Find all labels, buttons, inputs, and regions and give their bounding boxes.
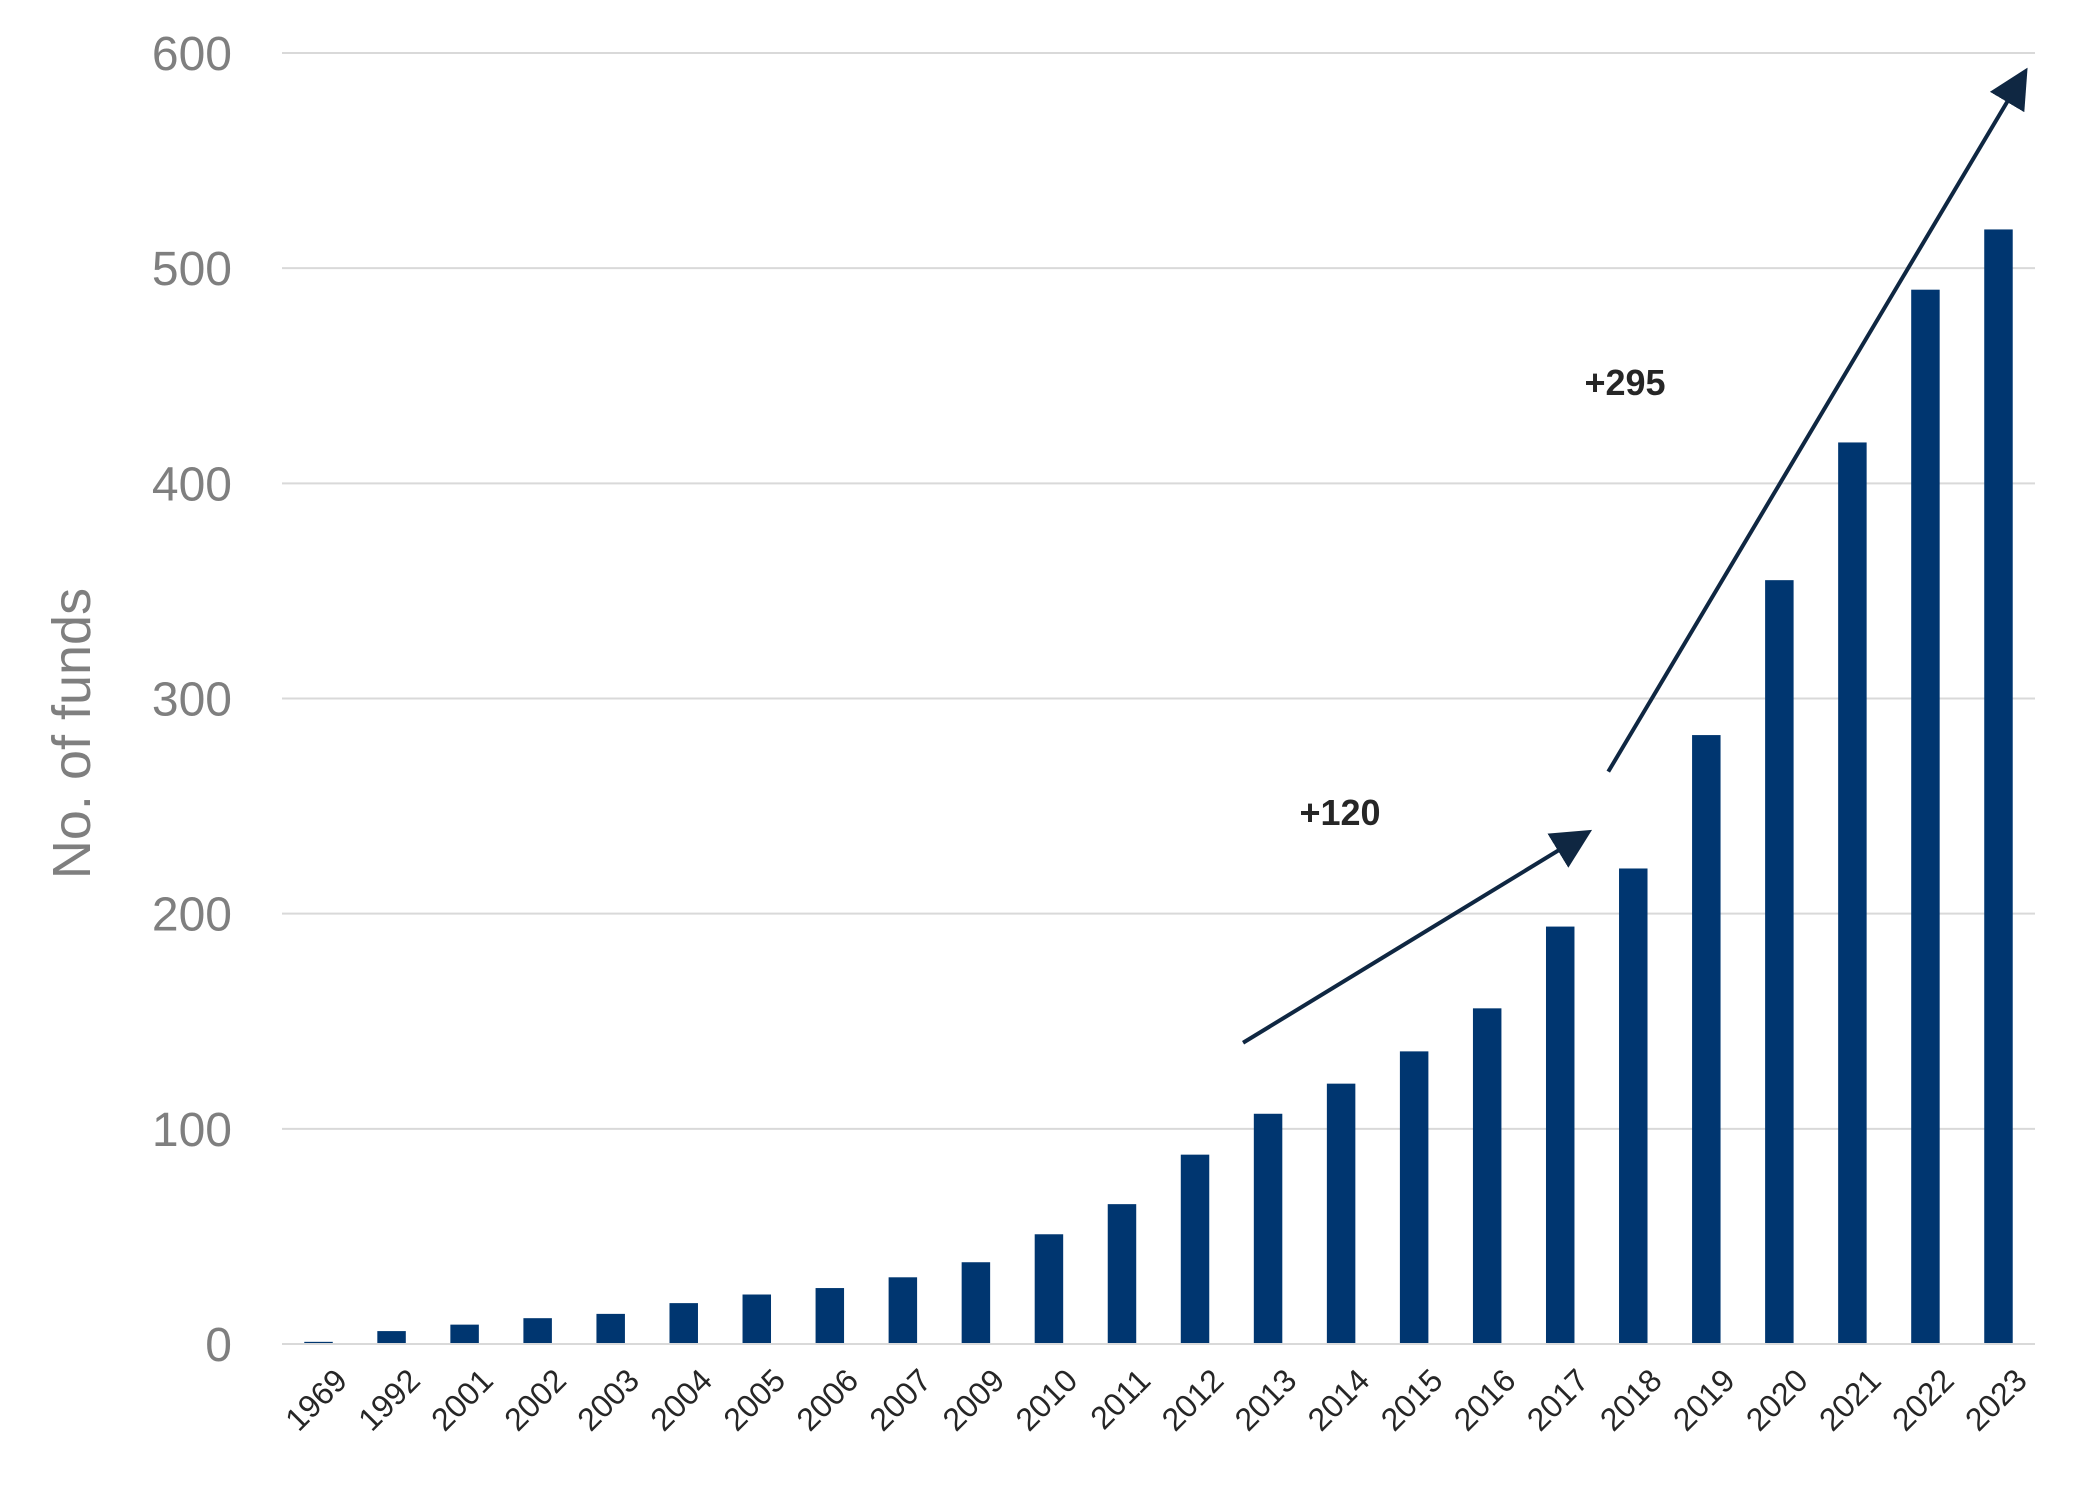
bar <box>377 1331 405 1344</box>
x-tick-label: 2020 <box>1739 1362 1815 1438</box>
bar <box>1911 290 1939 1344</box>
bar <box>962 1262 990 1344</box>
trend-arrow <box>1608 75 2023 772</box>
bar <box>1108 1204 1136 1344</box>
x-tick-label: 2021 <box>1812 1362 1888 1438</box>
bar <box>1546 927 1574 1344</box>
y-tick-label: 200 <box>152 889 232 942</box>
x-tick-label: 2015 <box>1374 1362 1450 1438</box>
x-tick-label: 2003 <box>570 1362 646 1438</box>
bar <box>669 1303 697 1344</box>
bar <box>596 1314 624 1344</box>
y-tick-label: 400 <box>152 458 232 511</box>
bar <box>816 1288 844 1344</box>
bar <box>743 1295 771 1344</box>
x-tick-label: 2016 <box>1447 1362 1523 1438</box>
x-tick-label: 2009 <box>935 1362 1011 1438</box>
bar <box>523 1318 551 1344</box>
x-tick-label: 2007 <box>862 1362 938 1438</box>
bar <box>1984 229 2012 1344</box>
y-tick-label: 600 <box>152 28 232 81</box>
x-tick-label: 2022 <box>1885 1362 1961 1438</box>
bar <box>1327 1084 1355 1344</box>
x-tick-label: 2011 <box>1083 1362 1157 1436</box>
y-tick-label: 0 <box>205 1319 232 1372</box>
x-tick-label: 1992 <box>351 1362 427 1438</box>
x-tick-label: 2004 <box>643 1362 719 1438</box>
x-tick-label: 2014 <box>1301 1362 1377 1438</box>
x-tick-label: 2001 <box>424 1362 500 1438</box>
y-axis-label: No. of funds <box>42 588 102 879</box>
trend-annotation-label: +120 <box>1299 792 1380 833</box>
x-tick-label: 1969 <box>278 1362 354 1438</box>
bar <box>1765 580 1793 1344</box>
bar <box>1035 1234 1063 1344</box>
x-tick-label: 2019 <box>1666 1362 1742 1438</box>
x-tick-label: 2013 <box>1228 1362 1304 1438</box>
y-tick-label: 300 <box>152 674 232 727</box>
y-tick-label: 500 <box>152 243 232 296</box>
bar <box>1473 1008 1501 1344</box>
bar <box>1400 1051 1428 1344</box>
x-tick-label: 2005 <box>716 1362 792 1438</box>
x-tick-label: 2023 <box>1958 1362 2034 1438</box>
x-tick-label: 2006 <box>789 1362 865 1438</box>
bar <box>1619 868 1647 1344</box>
bar <box>1254 1114 1282 1344</box>
trend-arrow <box>1243 834 1585 1043</box>
x-tick-label: 2010 <box>1009 1362 1085 1438</box>
x-tick-label: 2002 <box>497 1362 573 1438</box>
bar <box>1692 735 1720 1344</box>
bar <box>889 1277 917 1344</box>
bar <box>1181 1155 1209 1344</box>
trend-annotation-label: +295 <box>1584 362 1665 403</box>
bar <box>450 1325 478 1344</box>
x-tick-label: 2012 <box>1155 1362 1231 1438</box>
y-tick-label: 100 <box>152 1104 232 1157</box>
x-tick-label: 2017 <box>1520 1362 1596 1438</box>
x-tick-label: 2018 <box>1593 1362 1669 1438</box>
bar <box>1838 442 1866 1344</box>
